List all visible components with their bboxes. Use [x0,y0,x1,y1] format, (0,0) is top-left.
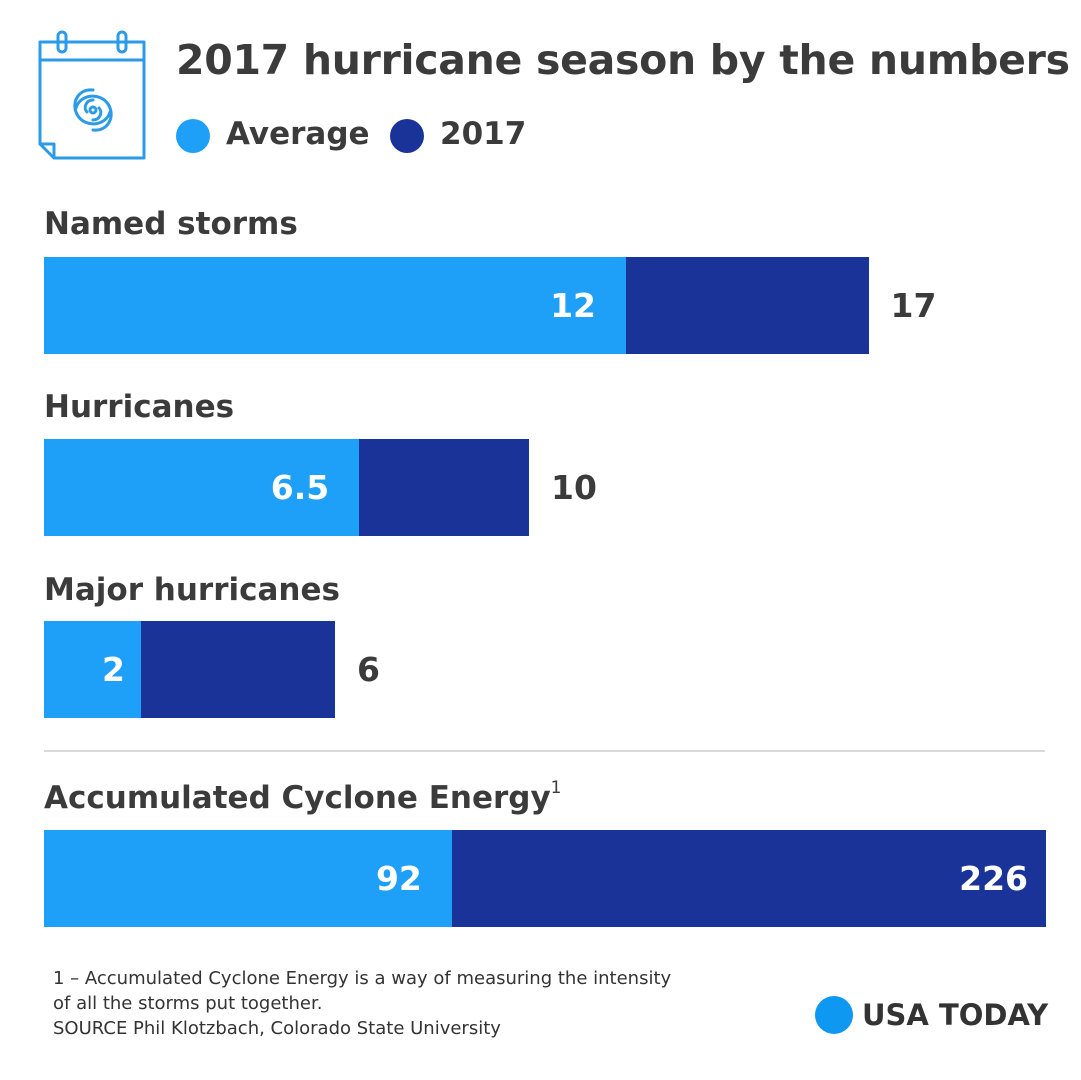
value-average-ace: 92 [375,859,422,898]
legend-2017-swatch [390,119,424,153]
source-line: SOURCE Phil Klotzbach, Colorado State Un… [53,1018,501,1039]
usa-today-logo-text: USA TODAY [862,998,1049,1032]
value-2017-hurricanes: 10 [551,468,597,507]
bar-average-ace [44,830,452,927]
category-label-ace: Accumulated Cyclone Energy1 [44,777,562,816]
section-divider [44,750,1045,752]
footnote-line-2: of all the storms put together. [53,993,323,1014]
value-average-major-hurricanes: 2 [102,650,125,689]
value-average-named-storms: 12 [550,286,596,325]
value-average-hurricanes: 6.5 [270,468,330,507]
chart-title: 2017 hurricane season by the numbers [176,36,1070,84]
legend-average-label: Average [226,116,370,152]
value-2017-named-storms: 17 [890,286,937,325]
usa-today-logo-dot [815,996,853,1034]
value-2017-ace: 226 [959,859,1028,898]
legend-2017-label: 2017 [440,116,527,152]
bar-average-hurricanes [44,439,360,536]
bar-average-major-hurricanes [44,621,141,718]
legend-average-swatch [176,119,210,153]
category-label-named-storms: Named storms [44,206,298,242]
bar-average-named-storms [44,257,626,354]
footnote-line-1: 1 – Accumulated Cyclone Energy is a way … [53,968,672,989]
calendar-hurricane-icon [38,30,146,160]
value-2017-major-hurricanes: 6 [357,650,380,689]
category-label-major-hurricanes: Major hurricanes [44,572,340,608]
footnote: 1 – Accumulated Cyclone Energy is a way … [53,966,671,1041]
category-label-hurricanes: Hurricanes [44,389,235,425]
